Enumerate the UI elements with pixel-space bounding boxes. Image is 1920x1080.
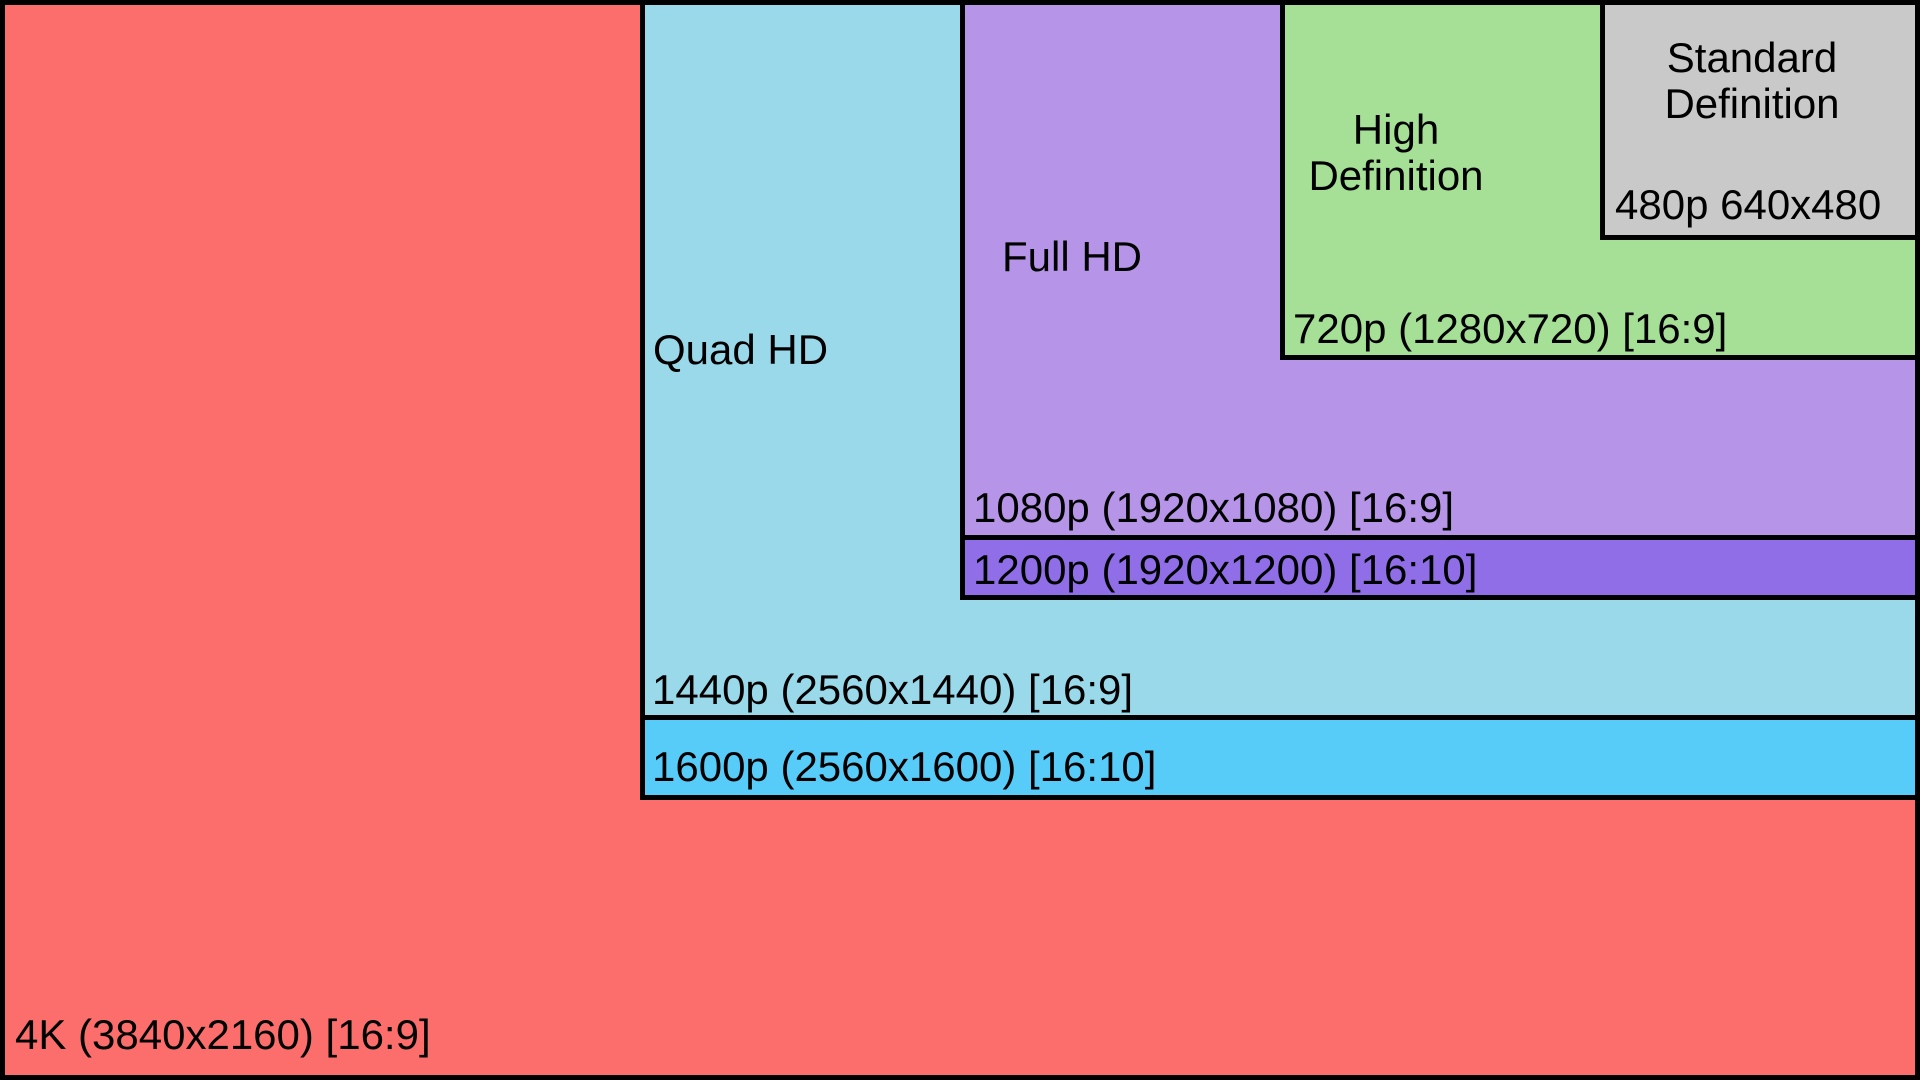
label-standard-definition-name: Standard Definition xyxy=(1664,34,1840,127)
label-1080p-resolution: 1080p (1920x1080) [16:9] xyxy=(973,484,1455,531)
label-1440p-resolution: 1440p (2560x1440) [16:9] xyxy=(652,666,1134,713)
label-high-definition-name: High Definition xyxy=(1308,106,1484,199)
label-4k-resolution: 4K (3840x2160) [16:9] xyxy=(15,1011,431,1058)
label-480p-resolution: 480p 640x480 xyxy=(1615,181,1882,228)
label-full-hd-name: Full HD xyxy=(1002,233,1143,280)
label-quad-hd-name: Quad HD xyxy=(653,326,829,373)
box-480p-standard-definition xyxy=(1600,0,1920,240)
label-1200p-resolution: 1200p (1920x1200) [16:10] xyxy=(973,546,1478,593)
label-720p-resolution: 720p (1280x720) [16:9] xyxy=(1293,305,1728,352)
label-1600p-resolution: 1600p (2560x1600) [16:10] xyxy=(652,743,1157,790)
